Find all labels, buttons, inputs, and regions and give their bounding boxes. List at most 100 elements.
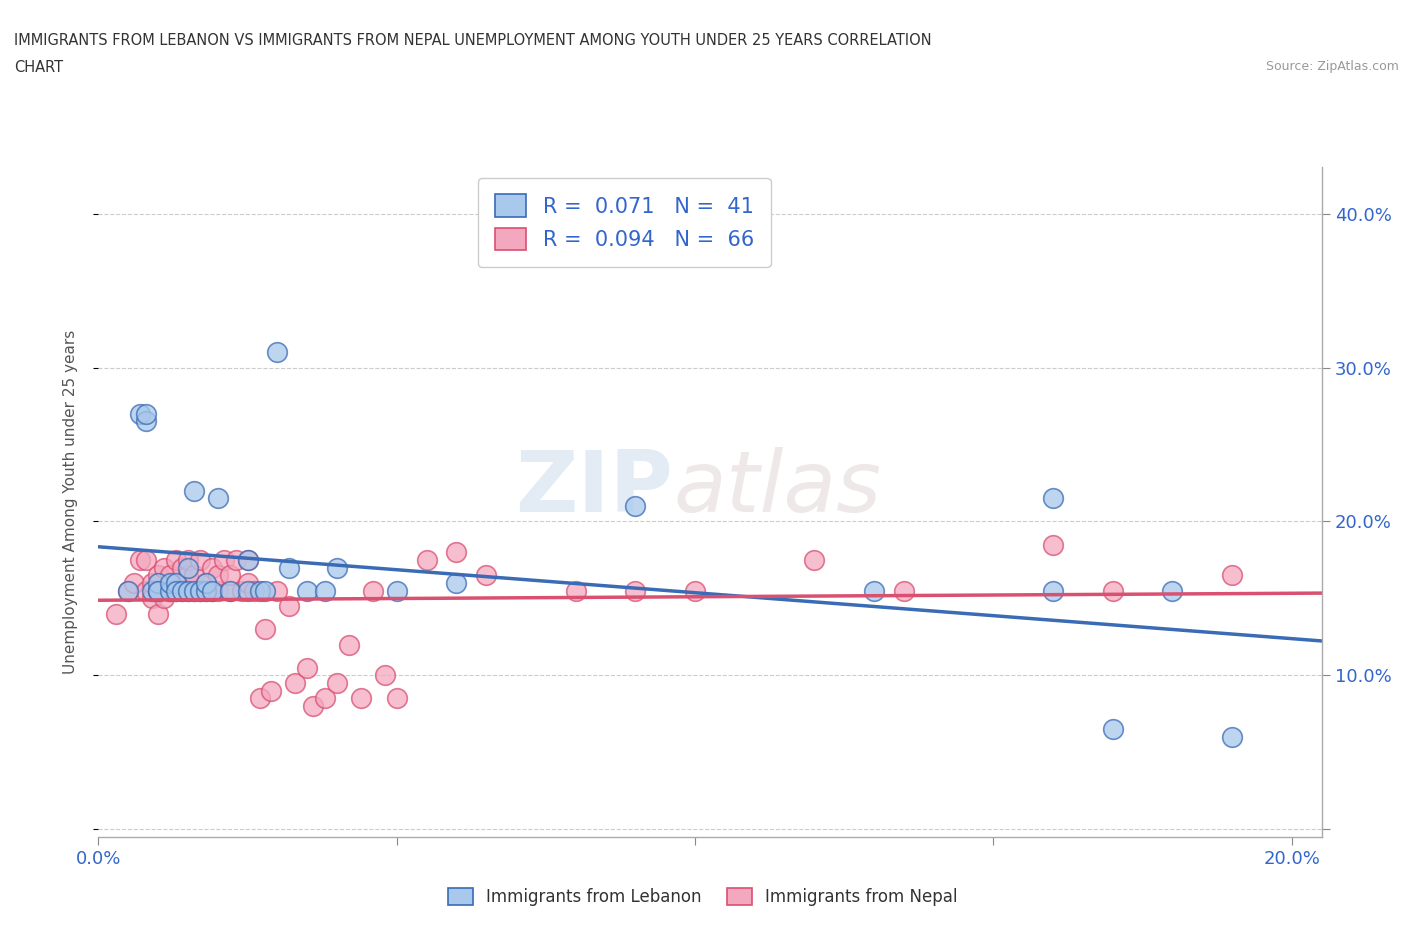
Point <box>266 583 288 598</box>
Point <box>1042 583 1064 598</box>
Point <box>207 583 229 598</box>
Point <box>314 691 336 706</box>
Point <box>146 583 169 598</box>
Point <box>297 660 319 675</box>
Point <box>129 552 152 567</box>
Point <box>165 576 187 591</box>
Point <box>183 583 205 598</box>
Point <box>236 552 259 567</box>
Point <box>177 560 200 575</box>
Point <box>565 583 588 598</box>
Point <box>446 576 468 591</box>
Point <box>236 583 259 598</box>
Text: ZIP: ZIP <box>516 447 673 530</box>
Point <box>159 568 181 583</box>
Point <box>218 583 240 598</box>
Point <box>385 691 408 706</box>
Point <box>249 583 271 598</box>
Point <box>141 576 163 591</box>
Point <box>201 583 224 598</box>
Point <box>314 583 336 598</box>
Point <box>183 484 205 498</box>
Point <box>278 560 301 575</box>
Point <box>212 552 235 567</box>
Text: CHART: CHART <box>14 60 63 75</box>
Point <box>297 583 319 598</box>
Point <box>159 576 181 591</box>
Y-axis label: Unemployment Among Youth under 25 years: Unemployment Among Youth under 25 years <box>63 330 77 674</box>
Point <box>165 583 187 598</box>
Point <box>1161 583 1184 598</box>
Point <box>129 406 152 421</box>
Point <box>1101 583 1123 598</box>
Point <box>201 560 224 575</box>
Legend: R =  0.071   N =  41, R =  0.094   N =  66: R = 0.071 N = 41, R = 0.094 N = 66 <box>478 178 770 267</box>
Point <box>863 583 886 598</box>
Point <box>194 583 217 598</box>
Point <box>231 583 253 598</box>
Point <box>1042 538 1064 552</box>
Point <box>146 576 169 591</box>
Point <box>135 414 157 429</box>
Legend: Immigrants from Lebanon, Immigrants from Nepal: Immigrants from Lebanon, Immigrants from… <box>441 881 965 912</box>
Point <box>194 576 217 591</box>
Point <box>165 583 187 598</box>
Point <box>236 552 259 567</box>
Point <box>385 583 408 598</box>
Point <box>146 583 169 598</box>
Point <box>177 583 200 598</box>
Point <box>207 568 229 583</box>
Point <box>1101 722 1123 737</box>
Point <box>188 583 211 598</box>
Point <box>893 583 915 598</box>
Point <box>105 606 128 621</box>
Point <box>194 583 217 598</box>
Point <box>337 637 360 652</box>
Point <box>249 691 271 706</box>
Point <box>624 498 647 513</box>
Point <box>183 568 205 583</box>
Point <box>177 568 200 583</box>
Point <box>278 599 301 614</box>
Point <box>170 560 193 575</box>
Point <box>122 576 145 591</box>
Point <box>1220 729 1243 744</box>
Point <box>350 691 373 706</box>
Point <box>153 560 176 575</box>
Point <box>117 583 139 598</box>
Point <box>254 622 277 637</box>
Point <box>803 552 825 567</box>
Point <box>188 552 211 567</box>
Point <box>146 606 169 621</box>
Point <box>170 583 193 598</box>
Point <box>159 583 181 598</box>
Point <box>207 491 229 506</box>
Point <box>415 552 437 567</box>
Text: atlas: atlas <box>673 447 882 530</box>
Point <box>201 583 224 598</box>
Point <box>326 560 349 575</box>
Point <box>159 583 181 598</box>
Point <box>254 583 277 598</box>
Point <box>141 583 163 598</box>
Point <box>141 591 163 605</box>
Point <box>170 583 193 598</box>
Point <box>236 576 259 591</box>
Point <box>218 583 240 598</box>
Point <box>374 668 396 683</box>
Point <box>117 583 139 598</box>
Point <box>225 552 247 567</box>
Text: IMMIGRANTS FROM LEBANON VS IMMIGRANTS FROM NEPAL UNEMPLOYMENT AMONG YOUTH UNDER : IMMIGRANTS FROM LEBANON VS IMMIGRANTS FR… <box>14 33 932 47</box>
Point <box>146 583 169 598</box>
Point <box>177 583 200 598</box>
Point <box>165 552 187 567</box>
Point <box>284 675 307 690</box>
Point <box>218 568 240 583</box>
Point <box>242 583 264 598</box>
Point <box>1220 568 1243 583</box>
Point <box>475 568 498 583</box>
Point <box>260 684 283 698</box>
Point <box>683 583 706 598</box>
Point <box>1042 491 1064 506</box>
Point <box>153 591 176 605</box>
